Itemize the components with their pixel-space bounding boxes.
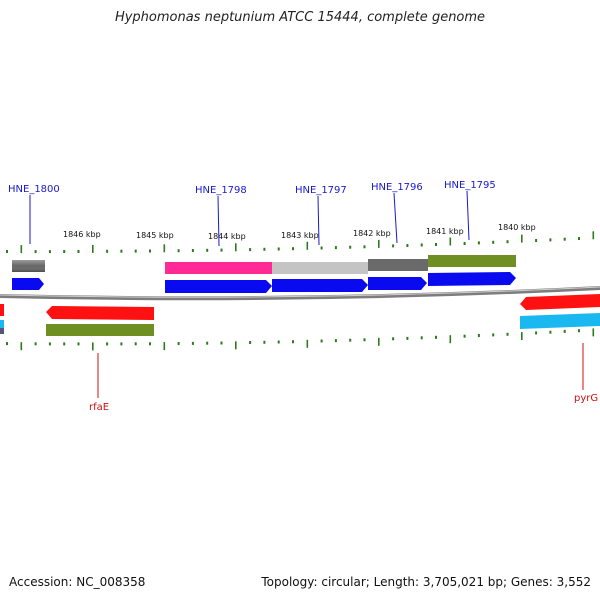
tick-row-bottom — [6, 328, 595, 351]
cds-arrow-forward[interactable] — [272, 279, 368, 292]
tick-label-1845: 1845 kbp — [136, 231, 174, 240]
cds-arrow-forward[interactable] — [368, 277, 427, 290]
map-title: Hyphomonas neptunium ATCC 15444, complet… — [114, 10, 486, 25]
tick-label-1846: 1846 kbp — [63, 230, 101, 239]
gene-label-hne1795[interactable]: HNE_1795 — [444, 180, 496, 191]
gene-feature[interactable] — [428, 255, 516, 267]
gene-feature[interactable] — [0, 320, 4, 328]
gene-feature[interactable] — [520, 313, 600, 329]
genome-backbone — [0, 286, 600, 301]
gene-label-rfae[interactable]: rfaE — [89, 402, 109, 413]
gene-feature[interactable] — [0, 328, 4, 334]
cds-arrow-reverse[interactable] — [520, 294, 600, 310]
gene-label-pyrg[interactable]: pyrG — [574, 393, 598, 404]
feature-row-reverse-cds — [0, 294, 600, 320]
cds-arrow-reverse[interactable] — [46, 306, 154, 320]
gene-label-hne1798[interactable]: HNE_1798 — [195, 185, 247, 196]
cds-arrow-forward[interactable] — [165, 280, 272, 293]
genome-backbone-highlight — [0, 286, 600, 298]
cds-arrow-forward[interactable] — [428, 272, 516, 286]
feature-row-upper — [12, 255, 516, 274]
tick-label-1842: 1842 kbp — [353, 229, 391, 238]
feature-row-lower — [0, 313, 600, 336]
tick-label-1841: 1841 kbp — [426, 227, 464, 236]
tick-label-1843: 1843 kbp — [281, 231, 319, 240]
leader-lines — [29, 190, 584, 398]
gene-feature[interactable] — [272, 262, 368, 274]
cds-arrow-reverse[interactable] — [0, 304, 4, 316]
topology-text: Topology: circular; Length: 3,705,021 bp… — [261, 575, 591, 589]
gene-label-hne1797[interactable]: HNE_1797 — [295, 185, 347, 196]
gene-feature[interactable] — [165, 262, 272, 274]
gene-feature[interactable] — [46, 324, 154, 336]
accession-text: Accession: NC_008358 — [9, 575, 146, 589]
gene-label-hne1796[interactable]: HNE_1796 — [371, 182, 423, 193]
gene-label-hne1800[interactable]: HNE_1800 — [8, 184, 60, 195]
feature-row-forward-cds — [12, 272, 516, 293]
tick-row-top — [6, 231, 595, 254]
cds-arrow-forward[interactable] — [12, 278, 44, 290]
gene-feature[interactable] — [368, 259, 428, 271]
tick-label-1844: 1844 kbp — [208, 232, 246, 241]
tick-label-1840: 1840 kbp — [498, 223, 536, 232]
